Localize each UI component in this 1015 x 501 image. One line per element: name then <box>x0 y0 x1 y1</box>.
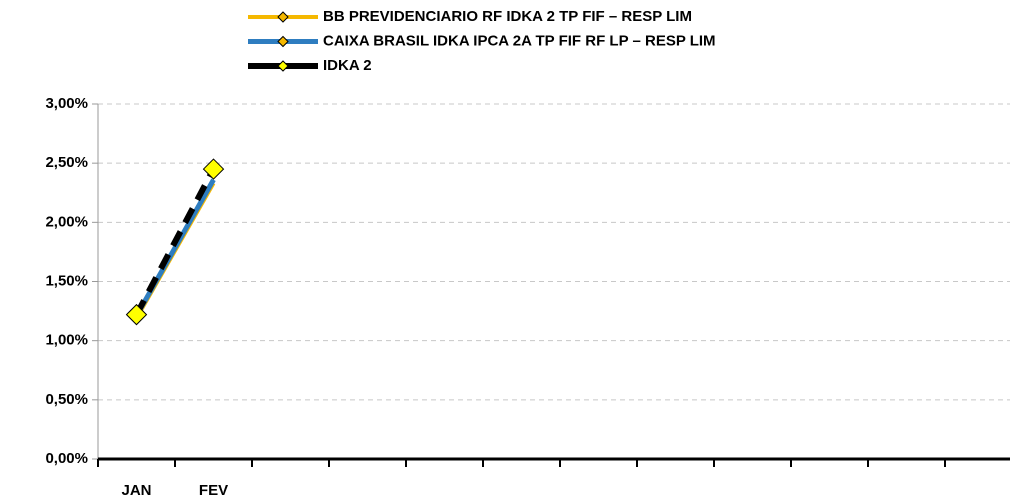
y-tick-label: 0,50% <box>45 391 88 408</box>
legend-marker <box>277 11 289 23</box>
y-tick-label: 2,50% <box>45 154 88 171</box>
point-marker <box>125 303 148 326</box>
x-tick-label: JAN <box>121 482 151 499</box>
point-marker <box>202 158 225 180</box>
y-tick-label: 1,00% <box>45 332 88 349</box>
legend-marker <box>277 60 289 72</box>
x-tick-label: FEV <box>199 482 228 499</box>
legend-label: BB PREVIDENCIARIO RF IDKA 2 TP FIF – RES… <box>323 8 692 25</box>
y-tick-label: 0,00% <box>45 450 88 467</box>
series-line <box>134 178 216 318</box>
y-tick-label: 1,50% <box>45 272 88 289</box>
legend-label: IDKA 2 <box>323 57 372 74</box>
y-tick-label: 3,00% <box>45 95 88 112</box>
series-line <box>133 167 217 317</box>
legend-marker <box>277 35 289 48</box>
legend-label: CAIXA BRASIL IDKA IPCA 2A TP FIF RF LP –… <box>323 32 716 49</box>
y-tick-label: 2,00% <box>45 213 88 230</box>
